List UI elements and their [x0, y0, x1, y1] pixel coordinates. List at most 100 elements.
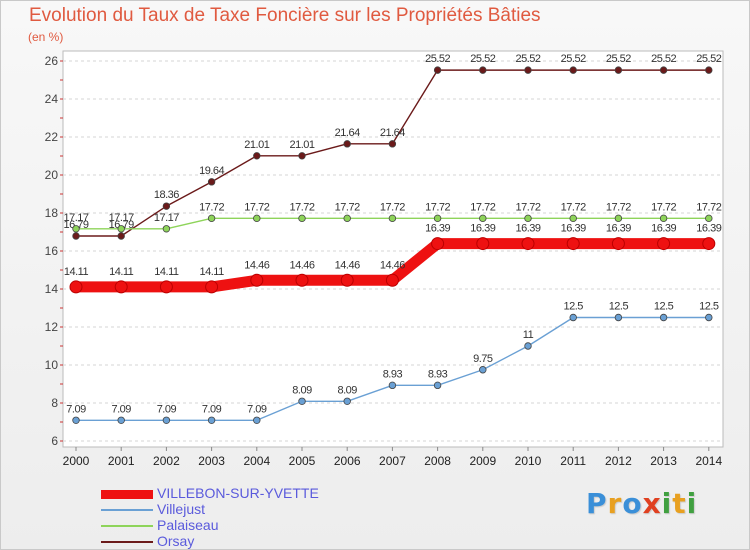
data-label-palaiseau: 17.72 — [470, 201, 495, 213]
data-point-villejust — [253, 416, 261, 424]
data-point-villejust — [162, 416, 171, 424]
data-label-villebon-sur-yvette: 14.11 — [64, 266, 89, 278]
data-point-orsay — [433, 66, 442, 74]
data-point-villebon-sur-yvette — [69, 280, 83, 294]
data-point-orsay — [343, 140, 351, 148]
data-label-villejust: 7.09 — [111, 403, 131, 415]
data-point-orsay — [207, 178, 216, 186]
data-point-orsay — [479, 66, 487, 74]
y-tick-label: 22 — [45, 130, 59, 144]
data-point-orsay — [72, 232, 80, 240]
data-label-orsay: 16.79 — [109, 219, 134, 231]
x-tick-label: 2014 — [695, 454, 722, 468]
data-point-villebon-sur-yvette — [250, 273, 264, 287]
chart-title: Evolution du Taux de Taxe Foncière sur l… — [29, 5, 541, 26]
legend-swatch-orsay — [101, 541, 153, 543]
data-point-orsay — [162, 202, 171, 210]
data-point-villejust — [614, 313, 623, 322]
data-label-villebon-sur-yvette: 14.46 — [380, 259, 405, 271]
legend-label-villejust: Villejust — [157, 501, 205, 517]
data-label-palaiseau: 17.72 — [561, 201, 586, 213]
data-label-palaiseau: 17.72 — [696, 201, 721, 213]
data-label-orsay: 25.52 — [470, 53, 495, 65]
logo-letter: r — [607, 487, 623, 520]
data-label-villejust: 7.09 — [157, 403, 177, 415]
logo-letter: i — [661, 487, 673, 520]
data-label-villebon-sur-yvette: 16.39 — [696, 223, 721, 235]
data-point-villebon-sur-yvette — [476, 237, 490, 251]
data-point-orsay — [298, 152, 306, 160]
data-point-orsay — [388, 140, 397, 148]
data-label-villebon-sur-yvette: 16.39 — [515, 223, 540, 235]
logo-letter: i — [686, 487, 698, 520]
data-label-villebon-sur-yvette: 14.11 — [109, 266, 134, 278]
x-tick-label: 2007 — [379, 454, 406, 468]
data-label-villejust: 12.5 — [699, 301, 719, 313]
data-point-villejust — [659, 313, 668, 322]
data-label-palaiseau: 17.72 — [651, 201, 676, 213]
data-point-villebon-sur-yvette — [521, 237, 535, 251]
data-point-villebon-sur-yvette — [702, 237, 716, 251]
data-point-orsay — [524, 66, 532, 74]
x-tick-label: 2009 — [469, 454, 496, 468]
data-point-palaiseau — [253, 214, 261, 223]
data-label-palaiseau: 17.72 — [244, 201, 269, 213]
data-point-orsay — [705, 66, 713, 74]
data-point-orsay — [117, 232, 125, 240]
data-point-palaiseau — [659, 214, 668, 223]
data-label-villebon-sur-yvette: 16.39 — [425, 223, 450, 235]
x-tick-label: 2006 — [334, 454, 361, 468]
data-label-villebon-sur-yvette: 14.46 — [335, 259, 360, 271]
data-label-villejust: 12.5 — [654, 301, 674, 313]
data-point-orsay — [659, 66, 668, 74]
data-label-orsay: 25.52 — [561, 53, 586, 65]
data-label-orsay: 21.01 — [289, 139, 314, 151]
x-tick-label: 2003 — [198, 454, 225, 468]
data-point-villejust — [705, 313, 713, 322]
legend-swatch-palaiseau — [101, 525, 153, 527]
data-point-villejust — [72, 416, 80, 424]
data-point-palaiseau — [298, 214, 306, 223]
x-tick-label: 2010 — [515, 454, 542, 468]
data-label-villejust: 12.5 — [609, 301, 629, 313]
data-point-palaiseau — [117, 225, 125, 233]
data-point-palaiseau — [479, 214, 487, 223]
logo-letter: x — [642, 487, 662, 520]
data-label-orsay: 25.52 — [425, 53, 450, 65]
x-tick-label: 2012 — [605, 454, 632, 468]
legend-swatch-villejust — [101, 509, 153, 511]
data-point-palaiseau — [72, 225, 80, 233]
data-point-villejust — [117, 416, 125, 424]
data-point-palaiseau — [343, 214, 351, 223]
legend-swatch-villebon-sur-yvette — [101, 489, 153, 499]
data-label-villejust: 7.09 — [66, 403, 86, 415]
data-point-villebon-sur-yvette — [159, 280, 173, 294]
data-label-villejust: 8.09 — [292, 384, 312, 396]
data-point-villejust — [524, 342, 532, 350]
data-point-palaiseau — [162, 225, 171, 233]
data-label-palaiseau: 17.72 — [425, 201, 450, 213]
legend-label-orsay: Orsay — [157, 533, 195, 549]
data-label-orsay: 19.64 — [199, 165, 224, 177]
data-label-villebon-sur-yvette: 14.46 — [244, 259, 269, 271]
data-label-palaiseau: 17.17 — [109, 212, 134, 224]
x-tick-label: 2013 — [650, 454, 677, 468]
data-point-villebon-sur-yvette — [114, 280, 128, 294]
data-label-palaiseau: 17.72 — [289, 201, 314, 213]
x-tick-label: 2000 — [63, 454, 90, 468]
data-point-villejust — [569, 313, 577, 322]
data-point-palaiseau — [569, 214, 577, 223]
data-label-orsay: 21.64 — [335, 127, 360, 139]
data-label-villejust: 12.5 — [563, 301, 583, 313]
y-tick-label: 14 — [45, 282, 59, 296]
y-tick-label: 24 — [45, 92, 59, 106]
data-label-villebon-sur-yvette: 16.39 — [470, 223, 495, 235]
legend-label-palaiseau: Palaiseau — [157, 517, 219, 533]
data-label-orsay: 25.52 — [606, 53, 631, 65]
data-point-orsay — [253, 152, 261, 160]
y-tick-label: 6 — [51, 434, 58, 448]
data-label-villejust: 7.09 — [202, 403, 222, 415]
x-tick-label: 2001 — [108, 454, 135, 468]
data-point-villebon-sur-yvette — [340, 273, 354, 287]
